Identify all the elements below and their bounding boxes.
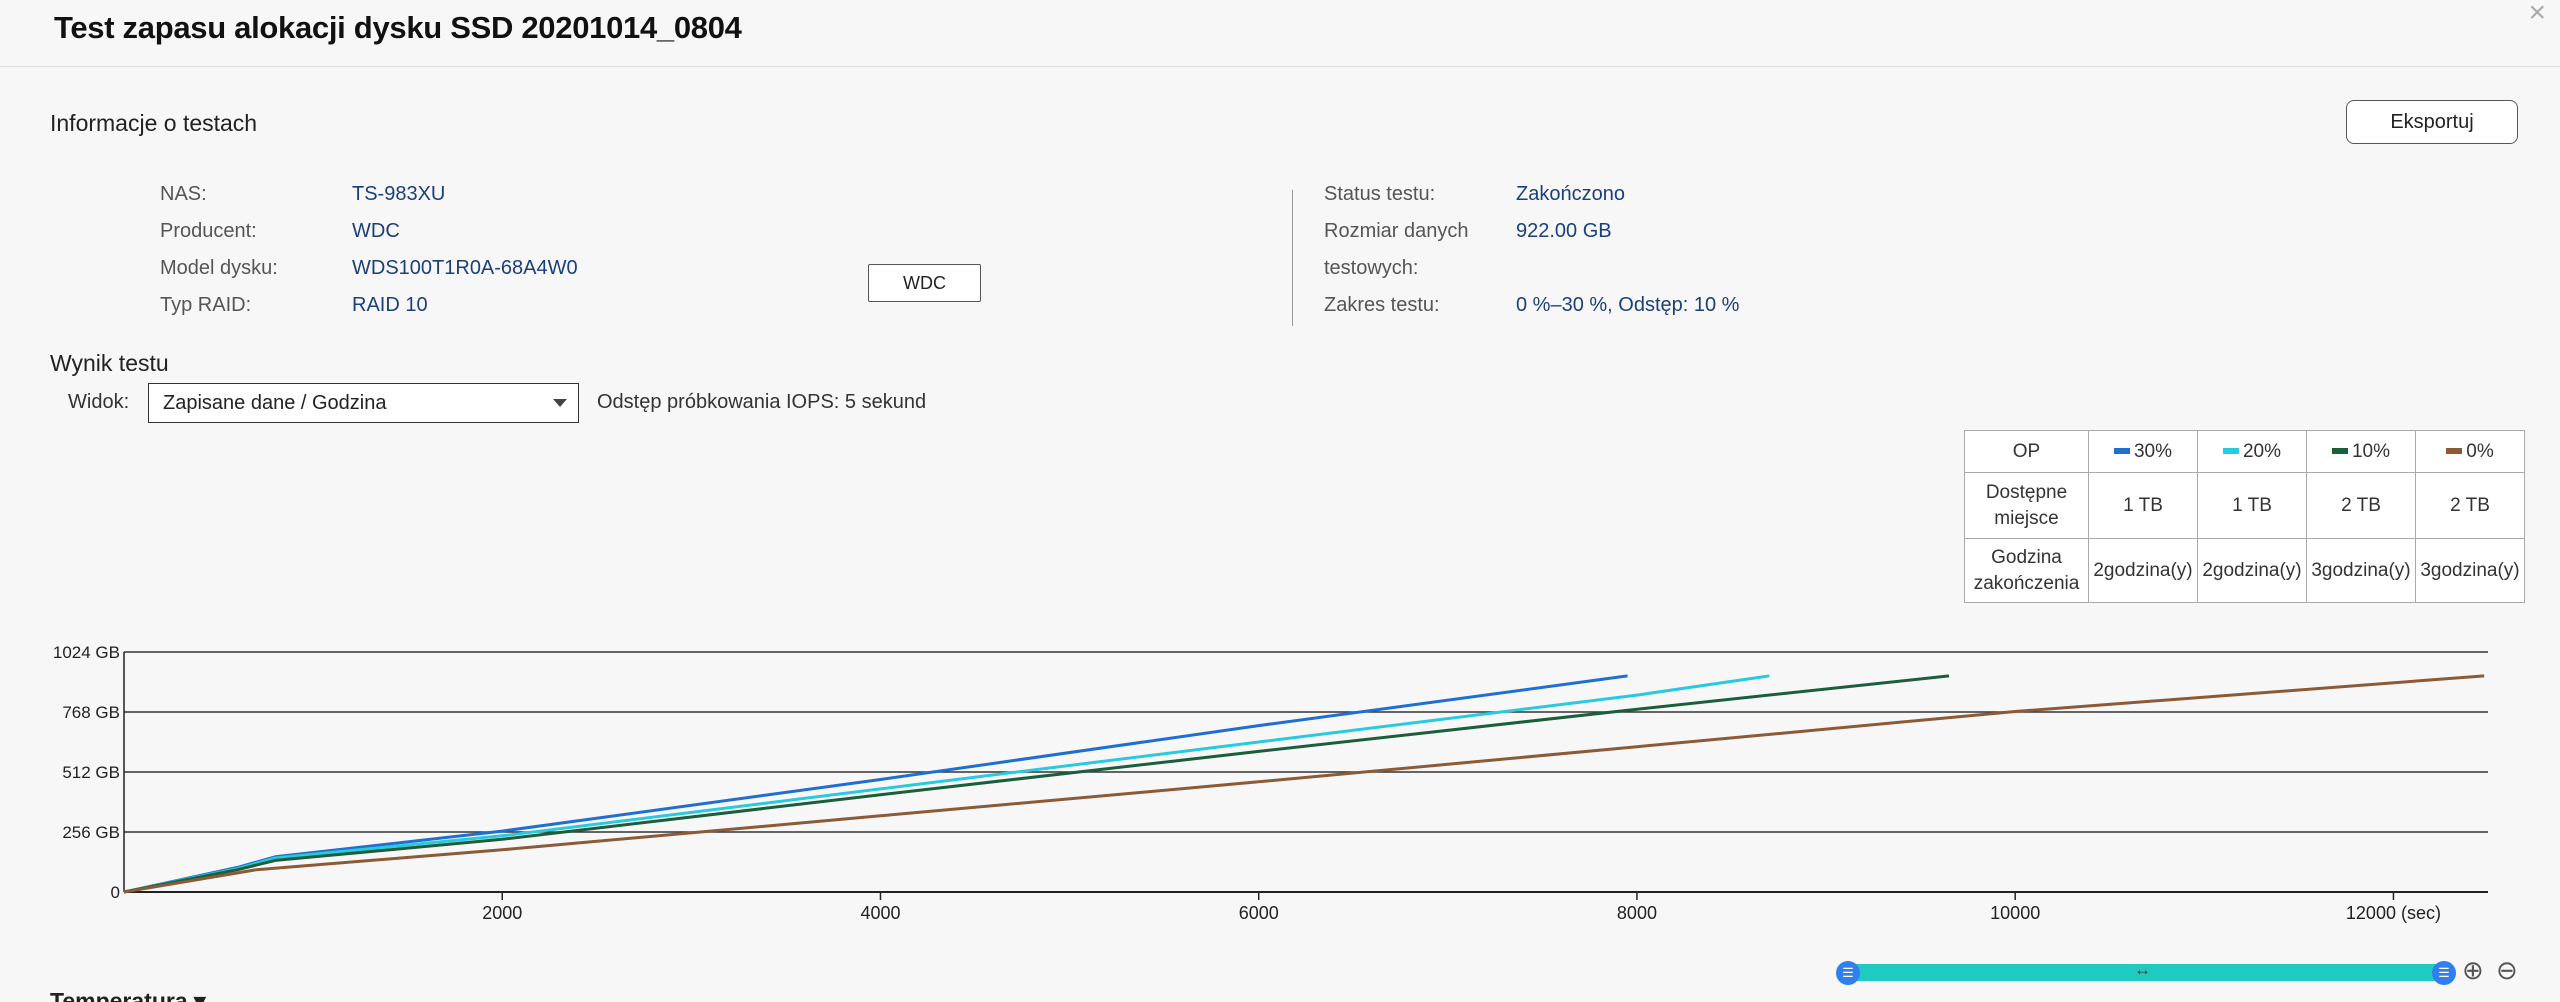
table-cell: 2 TB <box>2306 472 2416 539</box>
x-tick-label: 6000 <box>1239 903 1279 923</box>
op-column-20: 20% <box>2197 430 2307 473</box>
table-cell: 2godzina(y) <box>2088 538 2198 603</box>
y-tick-label: 768 GB <box>62 703 120 722</box>
vendor-value: WDC <box>352 220 400 242</box>
view-select-value: Zapisane dane / Godzina <box>163 392 387 414</box>
data-size-value: 922.00 GB <box>1516 220 1612 242</box>
zoom-range-bar[interactable] <box>1840 964 2448 981</box>
test-result-heading: Wynik testu <box>50 350 169 376</box>
data-size-label: Rozmiar danych <box>1324 220 1469 242</box>
table-cell: 3godzina(y) <box>2306 538 2416 603</box>
nas-value: TS-983XU <box>352 183 446 205</box>
op-header-cell: OP <box>1964 430 2089 473</box>
zoom-out-icon[interactable]: ⊖ <box>2496 955 2518 985</box>
x-tick-label: 12000 (sec) <box>2346 903 2441 923</box>
table-cell: 2godzina(y) <box>2197 538 2307 603</box>
info-divider <box>1292 190 1293 326</box>
x-tick-label: 8000 <box>1617 903 1657 923</box>
vendor-label: Producent: <box>160 220 257 242</box>
y-tick-label: 1024 GB <box>53 643 120 662</box>
x-tick-label: 2000 <box>482 903 522 923</box>
available-space-label: Dostępne miejsce <box>1964 472 2089 539</box>
x-tick-label: 4000 <box>860 903 900 923</box>
table-row: Godzina zakończenia 2godzina(y) 2godzina(… <box>1964 538 2525 603</box>
series-line-30 <box>123 674 1628 894</box>
series-line-10 <box>123 674 1950 894</box>
window-title: Test zapasu alokacji dysku SSD 20201014_… <box>54 10 742 45</box>
x-tick-label: 10000 <box>1990 903 2040 923</box>
op-summary-table: OP 30% 20% 10% 0% Dostępne miejsce 1 TB 1… <box>1964 430 2525 603</box>
op-column-30: 30% <box>2088 430 2198 473</box>
series-swatch-0 <box>2446 448 2463 455</box>
sample-interval-text: Odstęp próbkowania IOPS: 5 sekund <box>597 391 927 413</box>
y-tick-label: 512 GB <box>62 763 120 782</box>
zoom-left-handle[interactable]: ☰ <box>1836 961 1860 985</box>
title-divider <box>0 66 2560 67</box>
disk-vendor-button[interactable]: WDC <box>868 264 981 302</box>
test-range-value: 0 %–30 %, Odstęp: 10 % <box>1516 294 1740 316</box>
raid-type-value: RAID 10 <box>352 294 428 316</box>
y-tick-label: 256 GB <box>62 823 120 842</box>
disk-model-label: Model dysku: <box>160 257 278 279</box>
nas-label: NAS: <box>160 183 207 205</box>
chevron-down-icon <box>553 399 567 407</box>
series-line-0 <box>123 674 2485 894</box>
view-select[interactable]: Zapisane dane / Godzina <box>148 383 579 423</box>
drag-arrows-icon[interactable]: ↔ <box>2134 960 2151 979</box>
view-label: Widok: <box>68 391 130 413</box>
table-cell: 3godzina(y) <box>2415 538 2525 603</box>
table-cell: 2 TB <box>2415 472 2525 539</box>
zoom-right-handle[interactable]: ☰ <box>2432 961 2456 985</box>
op-header-row: OP 30% 20% 10% 0% <box>1964 430 2525 473</box>
series-swatch-30 <box>2113 448 2130 455</box>
temperature-section-toggle[interactable]: Temperatura ▾ <box>50 988 206 1002</box>
table-row: Dostępne miejsce 1 TB 1 TB 2 TB 2 TB <box>1964 472 2525 539</box>
op-column-10: 10% <box>2306 430 2416 473</box>
written-data-chart: 0 256 GB 512 GB 768 GB 1024 GB 2000 4000 6000 80… <box>53 643 2488 923</box>
table-cell: 1 TB <box>2197 472 2307 539</box>
export-button[interactable]: Eksportuj <box>2346 100 2518 144</box>
end-time-label: Godzina zakończenia <box>1964 538 2089 603</box>
close-icon[interactable]: × <box>2528 0 2546 29</box>
table-cell: 1 TB <box>2088 472 2198 539</box>
zoom-in-icon[interactable]: ⊕ <box>2462 955 2484 985</box>
op-column-0: 0% <box>2415 430 2525 473</box>
data-size-label-line2: testowych: <box>1324 257 1419 279</box>
disk-model-value: WDS100T1R0A-68A4W0 <box>352 257 578 279</box>
raid-type-label: Typ RAID: <box>160 294 252 316</box>
test-status-value: Zakończono <box>1516 183 1625 205</box>
test-range-label: Zakres testu: <box>1324 294 1440 316</box>
test-info-heading: Informacje o testach <box>50 110 258 136</box>
series-swatch-20 <box>2222 448 2239 455</box>
y-tick-label: 0 <box>111 883 120 902</box>
series-swatch-10 <box>2331 448 2348 455</box>
test-status-label: Status testu: <box>1324 183 1436 205</box>
